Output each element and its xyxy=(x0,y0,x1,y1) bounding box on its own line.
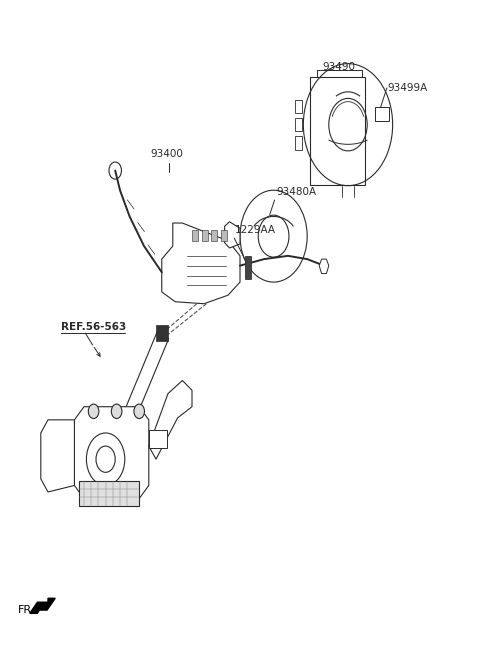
Bar xyxy=(192,230,198,241)
Polygon shape xyxy=(149,380,192,459)
Polygon shape xyxy=(74,407,149,499)
Bar xyxy=(375,107,389,121)
Polygon shape xyxy=(30,598,55,613)
Bar xyxy=(310,77,365,185)
Text: 93400: 93400 xyxy=(151,150,183,159)
Polygon shape xyxy=(41,420,74,492)
Polygon shape xyxy=(162,223,240,304)
Text: REF.56-563: REF.56-563 xyxy=(61,321,127,332)
Bar xyxy=(211,230,217,241)
Bar xyxy=(156,325,168,341)
Text: 93480A: 93480A xyxy=(276,187,316,197)
Bar xyxy=(295,100,302,113)
Bar xyxy=(79,481,139,506)
Text: FR.: FR. xyxy=(18,605,36,615)
Bar xyxy=(221,230,227,241)
Polygon shape xyxy=(245,256,251,279)
Bar xyxy=(149,430,167,448)
Circle shape xyxy=(134,404,144,419)
Polygon shape xyxy=(319,259,329,274)
Text: 93499A: 93499A xyxy=(388,83,428,93)
Bar xyxy=(295,118,302,131)
Text: 93490: 93490 xyxy=(323,62,356,72)
Bar xyxy=(202,230,208,241)
Polygon shape xyxy=(225,222,240,248)
Bar xyxy=(295,136,302,150)
Text: 1229AA: 1229AA xyxy=(235,225,276,235)
Circle shape xyxy=(88,404,99,419)
Circle shape xyxy=(111,404,122,419)
